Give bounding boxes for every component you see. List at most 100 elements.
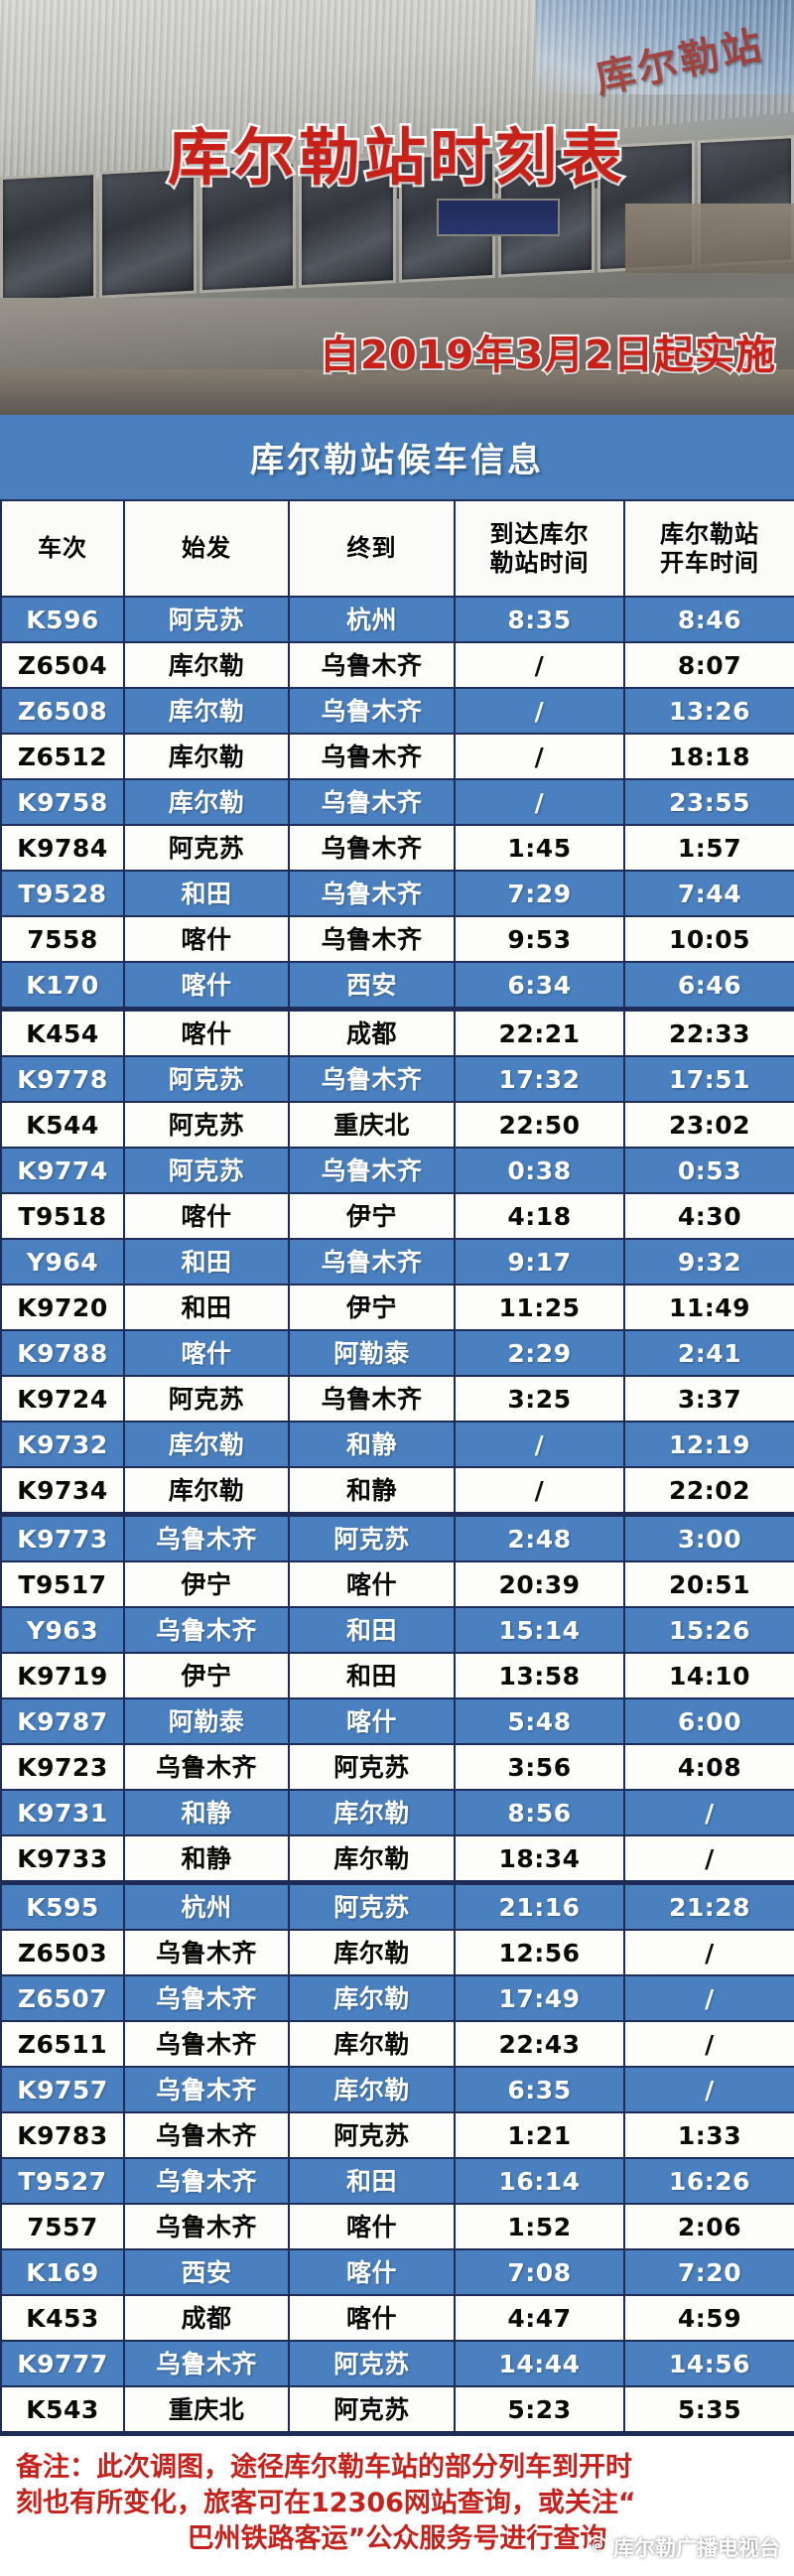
cell-arrival-time: / (454, 733, 625, 780)
arrival-header-line2: 勒站时间 (489, 548, 590, 577)
cell-origin: 和静 (123, 1834, 290, 1885)
table-row: Z6503 乌鲁木齐 库尔勒 12:56/ (0, 1929, 794, 1976)
channel-watermark: @ 库尔勒广播电视台 (587, 2532, 780, 2562)
cell-train-number: T9527 (0, 2157, 125, 2205)
footer-note: 备注：此次调图，途径库尔勒车站的部分列车到开时 刻也有所变化，旅客可在12306… (0, 2436, 794, 2574)
cell-departure-time: 18:18 (623, 733, 794, 780)
cell-departure-time: / (623, 1789, 794, 1836)
table-row: K454 喀什 成都 22:21 22:33 (0, 1008, 794, 1057)
cell-departure-time: 4:59 (623, 2294, 794, 2342)
cell-departure-time: 1:57 (623, 824, 794, 872)
cell-destination: 乌鲁木齐 (288, 687, 456, 735)
cell-origin: 成都 (123, 2294, 290, 2342)
table-row: K9783 乌鲁木齐 阿克苏 1:21 1:33 (0, 2111, 794, 2159)
table-row: Z6511 乌鲁木齐 库尔勒 22:43/ (0, 2020, 794, 2068)
table-row: K9723 乌鲁木齐 阿克苏 3:56 4:08 (0, 1743, 794, 1791)
table-row: Z6512 库尔勒 乌鲁木齐/18:18 (0, 733, 794, 780)
departure-header-line1: 库尔勒站 (660, 520, 759, 549)
departure-header-line2: 开车时间 (660, 548, 759, 577)
photo-shading-overlay (0, 0, 794, 415)
cell-departure-time: 12:19 (623, 1421, 794, 1468)
table-row: T9528 和田 乌鲁木齐 7:29 7:44 (0, 870, 794, 917)
cell-arrival-time: 2:48 (454, 1513, 625, 1562)
watermark-label: 库尔勒广播电视台 (613, 2535, 780, 2560)
cell-origin: 喀什 (123, 1192, 290, 1240)
cell-arrival-time: / (454, 778, 625, 826)
cell-train-number: Z6512 (0, 733, 125, 780)
table-row: Z6504 库尔勒 乌鲁木齐/8:07 (0, 641, 794, 689)
cell-destination: 阿克苏 (288, 2111, 456, 2159)
table-row: K9720 和田 伊宁 11:25 11:49 (0, 1284, 794, 1331)
table-row: K595 杭州 阿克苏 21:16 21:28 (0, 1881, 794, 1931)
cell-destination: 库尔勒 (288, 2020, 456, 2068)
cell-origin: 乌鲁木齐 (123, 1974, 290, 2022)
cell-origin: 伊宁 (123, 1560, 290, 1608)
table-row: K9777 乌鲁木齐 阿克苏 14:44 14:56 (0, 2340, 794, 2387)
table-row: K9732 库尔勒 和静/12:19 (0, 1421, 794, 1468)
cell-origin: 伊宁 (123, 1652, 290, 1699)
cell-train-number: Y964 (0, 1238, 125, 1286)
cell-departure-time: 15:26 (623, 1606, 794, 1654)
table-row: T9527 乌鲁木齐 和田 16:14 16:26 (0, 2157, 794, 2205)
table-row: Y963 乌鲁木齐 和田 15:14 15:26 (0, 1606, 794, 1654)
table-row: K544 阿克苏 重庆北 22:50 23:02 (0, 1101, 794, 1149)
cell-arrival-time: 14:44 (454, 2340, 625, 2387)
cell-train-number: Z6508 (0, 687, 125, 735)
page-title: 库尔勒站时刻表 (165, 121, 626, 194)
cell-origin: 和田 (123, 870, 290, 917)
cell-origin: 和田 (123, 1284, 290, 1331)
table-row: T9517 伊宁 喀什 20:39 20:51 (0, 1560, 794, 1608)
cell-destination: 阿克苏 (288, 1743, 456, 1791)
cell-origin: 库尔勒 (123, 687, 290, 735)
cell-train-number: K454 (0, 1008, 125, 1057)
timetable-body: K596 阿克苏 杭州 8:35 8:46 Z6504 库尔勒 乌鲁木齐/8:07 Z6508 库… (0, 596, 794, 2436)
cell-train-number: K544 (0, 1101, 125, 1149)
cell-origin: 库尔勒 (123, 733, 290, 780)
cell-origin: 库尔勒 (123, 641, 290, 689)
cell-destination: 和田 (288, 1606, 456, 1654)
table-row: K596 阿克苏 杭州 8:35 8:46 (0, 596, 794, 643)
cell-train-number: 7558 (0, 915, 125, 963)
cell-origin: 乌鲁木齐 (123, 1743, 290, 1791)
cell-departure-time: 0:53 (623, 1147, 794, 1194)
cell-train-number: Y963 (0, 1606, 125, 1654)
cell-destination: 乌鲁木齐 (288, 870, 456, 917)
cell-train-number: K9778 (0, 1055, 125, 1103)
cell-origin: 阿克苏 (123, 824, 290, 872)
cell-arrival-time: 6:34 (454, 961, 625, 1012)
station-entrance-sign (437, 199, 560, 236)
cell-departure-time: 9:32 (623, 1238, 794, 1286)
cell-origin: 乌鲁木齐 (123, 2066, 290, 2113)
cell-train-number: K9758 (0, 778, 125, 826)
cell-departure-time: / (623, 1929, 794, 1976)
cell-arrival-time: 7:08 (454, 2248, 625, 2296)
table-row: K9733 和静 库尔勒 18:34/ (0, 1834, 794, 1885)
timetable: 车次 始发 终到 到达库尔 勒站时间 库尔勒站 开车时间 K596 阿克苏 杭州 8:… (0, 499, 794, 2436)
cell-departure-time: 14:10 (623, 1652, 794, 1699)
cell-arrival-time: 4:18 (454, 1192, 625, 1240)
table-row: K9774 阿克苏 乌鲁木齐 0:38 0:53 (0, 1147, 794, 1194)
table-row: K543 重庆北 阿克苏 5:23 5:35 (0, 2385, 794, 2436)
cell-train-number: K9733 (0, 1834, 125, 1885)
cell-arrival-time: 18:34 (454, 1834, 625, 1885)
cell-arrival-time: 1:21 (454, 2111, 625, 2159)
cell-arrival-time: 15:14 (454, 1606, 625, 1654)
cell-train-number: K543 (0, 2385, 125, 2436)
table-row: K9788 喀什 阿勒泰 2:29 2:41 (0, 1329, 794, 1377)
cell-train-number: Z6511 (0, 2020, 125, 2068)
column-header-origin: 始发 (123, 499, 290, 598)
cell-destination: 阿克苏 (288, 1513, 456, 1562)
cell-departure-time: 10:05 (623, 915, 794, 963)
cell-departure-time: 2:41 (623, 1329, 794, 1377)
cell-origin: 阿勒泰 (123, 1697, 290, 1745)
cell-destination: 伊宁 (288, 1284, 456, 1331)
cell-arrival-time: / (454, 641, 625, 689)
cell-departure-time: 21:28 (623, 1881, 794, 1931)
cell-arrival-time: 9:53 (454, 915, 625, 963)
cell-arrival-time: 21:16 (454, 1881, 625, 1931)
background-building (625, 203, 794, 273)
cell-departure-time: 8:07 (623, 641, 794, 689)
cell-train-number: K9734 (0, 1466, 125, 1517)
column-header-arrival-time: 到达库尔 勒站时间 (454, 499, 625, 598)
cell-train-number: K9719 (0, 1652, 125, 1699)
